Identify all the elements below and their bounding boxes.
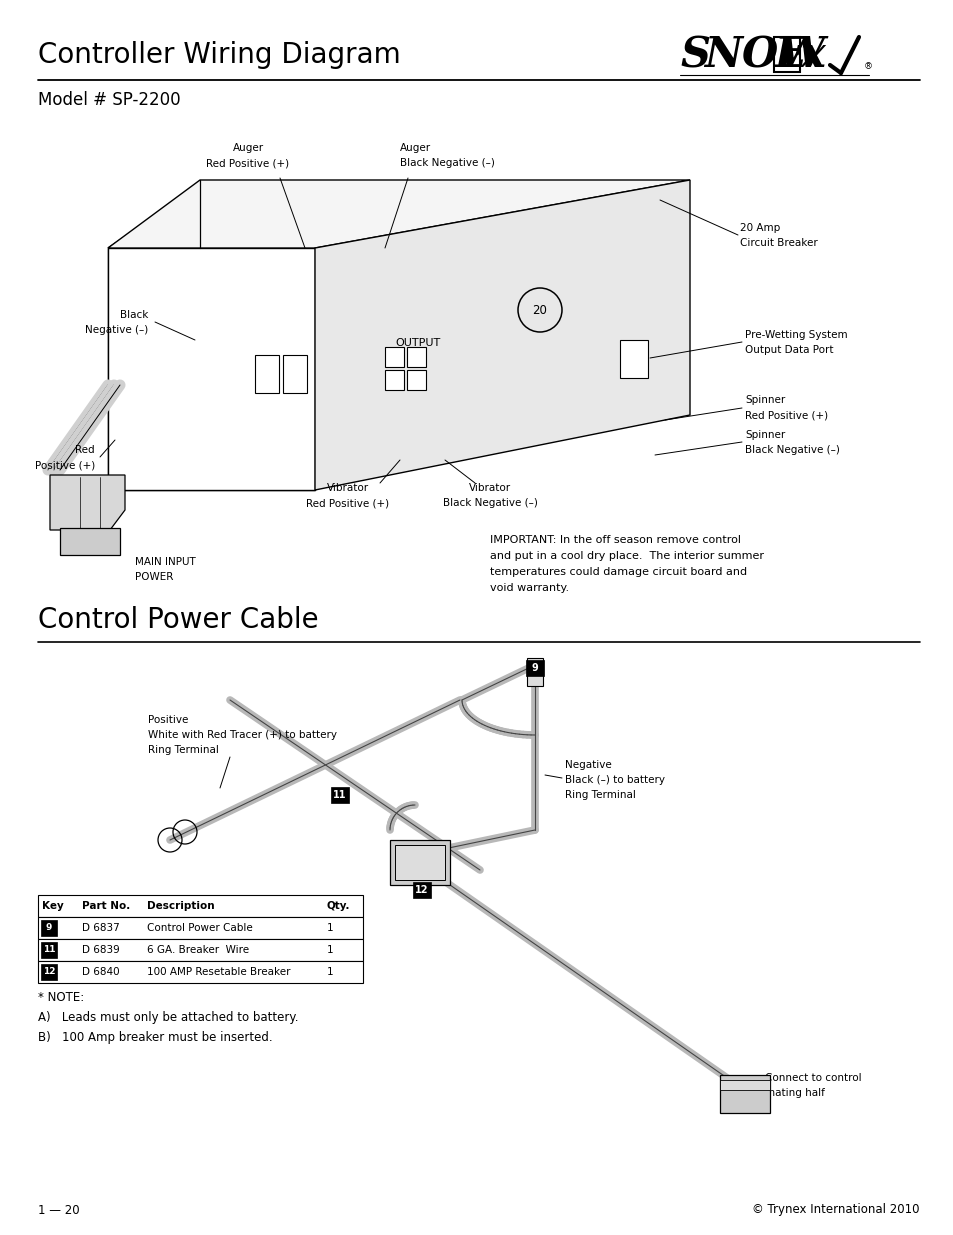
Text: D 6840: D 6840 bbox=[82, 967, 119, 977]
Bar bbox=[38, 961, 363, 983]
Text: Qty.: Qty. bbox=[327, 902, 350, 911]
Text: 1: 1 bbox=[327, 945, 334, 955]
Text: 20: 20 bbox=[532, 304, 547, 316]
Text: Vibrator: Vibrator bbox=[327, 483, 369, 493]
Bar bbox=[390, 840, 450, 885]
Text: Circuit Breaker: Circuit Breaker bbox=[740, 238, 817, 248]
Text: * NOTE:: * NOTE: bbox=[38, 990, 84, 1004]
Text: Positive (+): Positive (+) bbox=[34, 459, 95, 471]
Text: A)   Leads must only be attached to battery.: A) Leads must only be attached to batter… bbox=[38, 1011, 298, 1024]
Text: Controller Wiring Diagram: Controller Wiring Diagram bbox=[38, 41, 400, 69]
Text: Control Power Cable: Control Power Cable bbox=[147, 923, 253, 932]
Bar bbox=[38, 939, 363, 961]
Bar bbox=[720, 1079, 769, 1091]
Bar bbox=[407, 370, 426, 390]
Text: Description: Description bbox=[147, 902, 214, 911]
Bar bbox=[41, 942, 57, 958]
Text: Red Positive (+): Red Positive (+) bbox=[206, 158, 290, 168]
Polygon shape bbox=[60, 529, 120, 555]
Bar bbox=[38, 918, 363, 939]
Polygon shape bbox=[108, 248, 314, 490]
Text: 20 Amp: 20 Amp bbox=[740, 224, 780, 233]
Bar bbox=[619, 340, 647, 378]
Text: White with Red Tracer (+) to battery: White with Red Tracer (+) to battery bbox=[148, 730, 336, 740]
Polygon shape bbox=[108, 185, 684, 340]
Text: Red Positive (+): Red Positive (+) bbox=[744, 410, 827, 420]
Text: D 6837: D 6837 bbox=[82, 923, 120, 932]
Text: E: E bbox=[774, 35, 806, 77]
Polygon shape bbox=[50, 475, 125, 530]
Text: 100 AMP Resetable Breaker: 100 AMP Resetable Breaker bbox=[147, 967, 291, 977]
Text: temperatures could damage circuit board and: temperatures could damage circuit board … bbox=[490, 567, 746, 577]
Text: Auger: Auger bbox=[233, 143, 263, 153]
Text: Black (–) to battery: Black (–) to battery bbox=[564, 776, 664, 785]
Text: Positive: Positive bbox=[148, 715, 188, 725]
Text: 11: 11 bbox=[333, 790, 346, 800]
Text: © Trynex International 2010: © Trynex International 2010 bbox=[752, 1203, 919, 1216]
Text: Black Negative (–): Black Negative (–) bbox=[744, 445, 839, 454]
Bar bbox=[385, 347, 403, 367]
Text: S: S bbox=[679, 35, 709, 77]
Text: Spinner: Spinner bbox=[744, 395, 784, 405]
Text: 9: 9 bbox=[46, 924, 52, 932]
Text: Black: Black bbox=[119, 310, 148, 320]
Bar bbox=[720, 1074, 769, 1113]
Bar bbox=[395, 845, 444, 881]
Bar bbox=[41, 920, 57, 936]
Text: 1 — 20: 1 — 20 bbox=[38, 1203, 79, 1216]
Text: Ring Terminal: Ring Terminal bbox=[148, 745, 218, 755]
Bar bbox=[254, 354, 278, 393]
Text: 9: 9 bbox=[531, 663, 537, 673]
Text: IMPORTANT: In the off season remove control: IMPORTANT: In the off season remove cont… bbox=[490, 535, 740, 545]
Bar bbox=[773, 37, 800, 72]
Bar bbox=[525, 659, 543, 676]
Text: void warranty.: void warranty. bbox=[490, 583, 569, 593]
Bar bbox=[41, 965, 57, 981]
Text: Ring Terminal: Ring Terminal bbox=[564, 790, 636, 800]
Text: 6 GA. Breaker  Wire: 6 GA. Breaker Wire bbox=[147, 945, 249, 955]
Bar bbox=[526, 658, 542, 685]
Bar bbox=[407, 347, 426, 367]
Bar bbox=[38, 895, 363, 918]
Bar bbox=[331, 787, 349, 803]
Text: and put in a cool dry place.  The interior summer: and put in a cool dry place. The interio… bbox=[490, 551, 763, 561]
Text: Spinner: Spinner bbox=[744, 430, 784, 440]
Polygon shape bbox=[108, 180, 689, 248]
Text: x: x bbox=[801, 35, 825, 77]
Text: 12: 12 bbox=[415, 885, 428, 895]
Text: Black Negative (–): Black Negative (–) bbox=[399, 158, 495, 168]
Text: Red Positive (+): Red Positive (+) bbox=[306, 498, 389, 508]
Text: D 6839: D 6839 bbox=[82, 945, 120, 955]
Bar bbox=[283, 354, 307, 393]
Bar bbox=[413, 882, 431, 898]
Text: Red: Red bbox=[75, 445, 95, 454]
Text: 11: 11 bbox=[43, 946, 55, 955]
Text: B)   100 Amp breaker must be inserted.: B) 100 Amp breaker must be inserted. bbox=[38, 1031, 273, 1044]
Text: 12: 12 bbox=[43, 967, 55, 977]
Polygon shape bbox=[108, 248, 314, 490]
Text: Negative (–): Negative (–) bbox=[85, 325, 148, 335]
Text: Model # SP-2200: Model # SP-2200 bbox=[38, 91, 180, 109]
Text: Negative: Negative bbox=[564, 760, 611, 769]
Text: Key: Key bbox=[42, 902, 64, 911]
Text: MAIN INPUT: MAIN INPUT bbox=[135, 557, 195, 567]
Text: Black Negative (–): Black Negative (–) bbox=[442, 498, 537, 508]
Text: Part No.: Part No. bbox=[82, 902, 131, 911]
Text: Control Power Cable: Control Power Cable bbox=[38, 606, 318, 634]
Polygon shape bbox=[314, 180, 689, 490]
Text: Vibrator: Vibrator bbox=[469, 483, 511, 493]
Text: 1: 1 bbox=[327, 923, 334, 932]
Text: mating half: mating half bbox=[764, 1088, 824, 1098]
Text: 1: 1 bbox=[327, 967, 334, 977]
Text: OUTPUT: OUTPUT bbox=[395, 338, 439, 348]
Bar bbox=[385, 370, 403, 390]
Text: Connect to control: Connect to control bbox=[764, 1073, 861, 1083]
Text: Auger: Auger bbox=[399, 143, 431, 153]
Text: Output Data Port: Output Data Port bbox=[744, 345, 833, 354]
Text: Pre-Wetting System: Pre-Wetting System bbox=[744, 330, 846, 340]
Text: POWER: POWER bbox=[135, 572, 173, 582]
Text: ®: ® bbox=[863, 63, 872, 72]
Text: NOW: NOW bbox=[703, 35, 824, 77]
